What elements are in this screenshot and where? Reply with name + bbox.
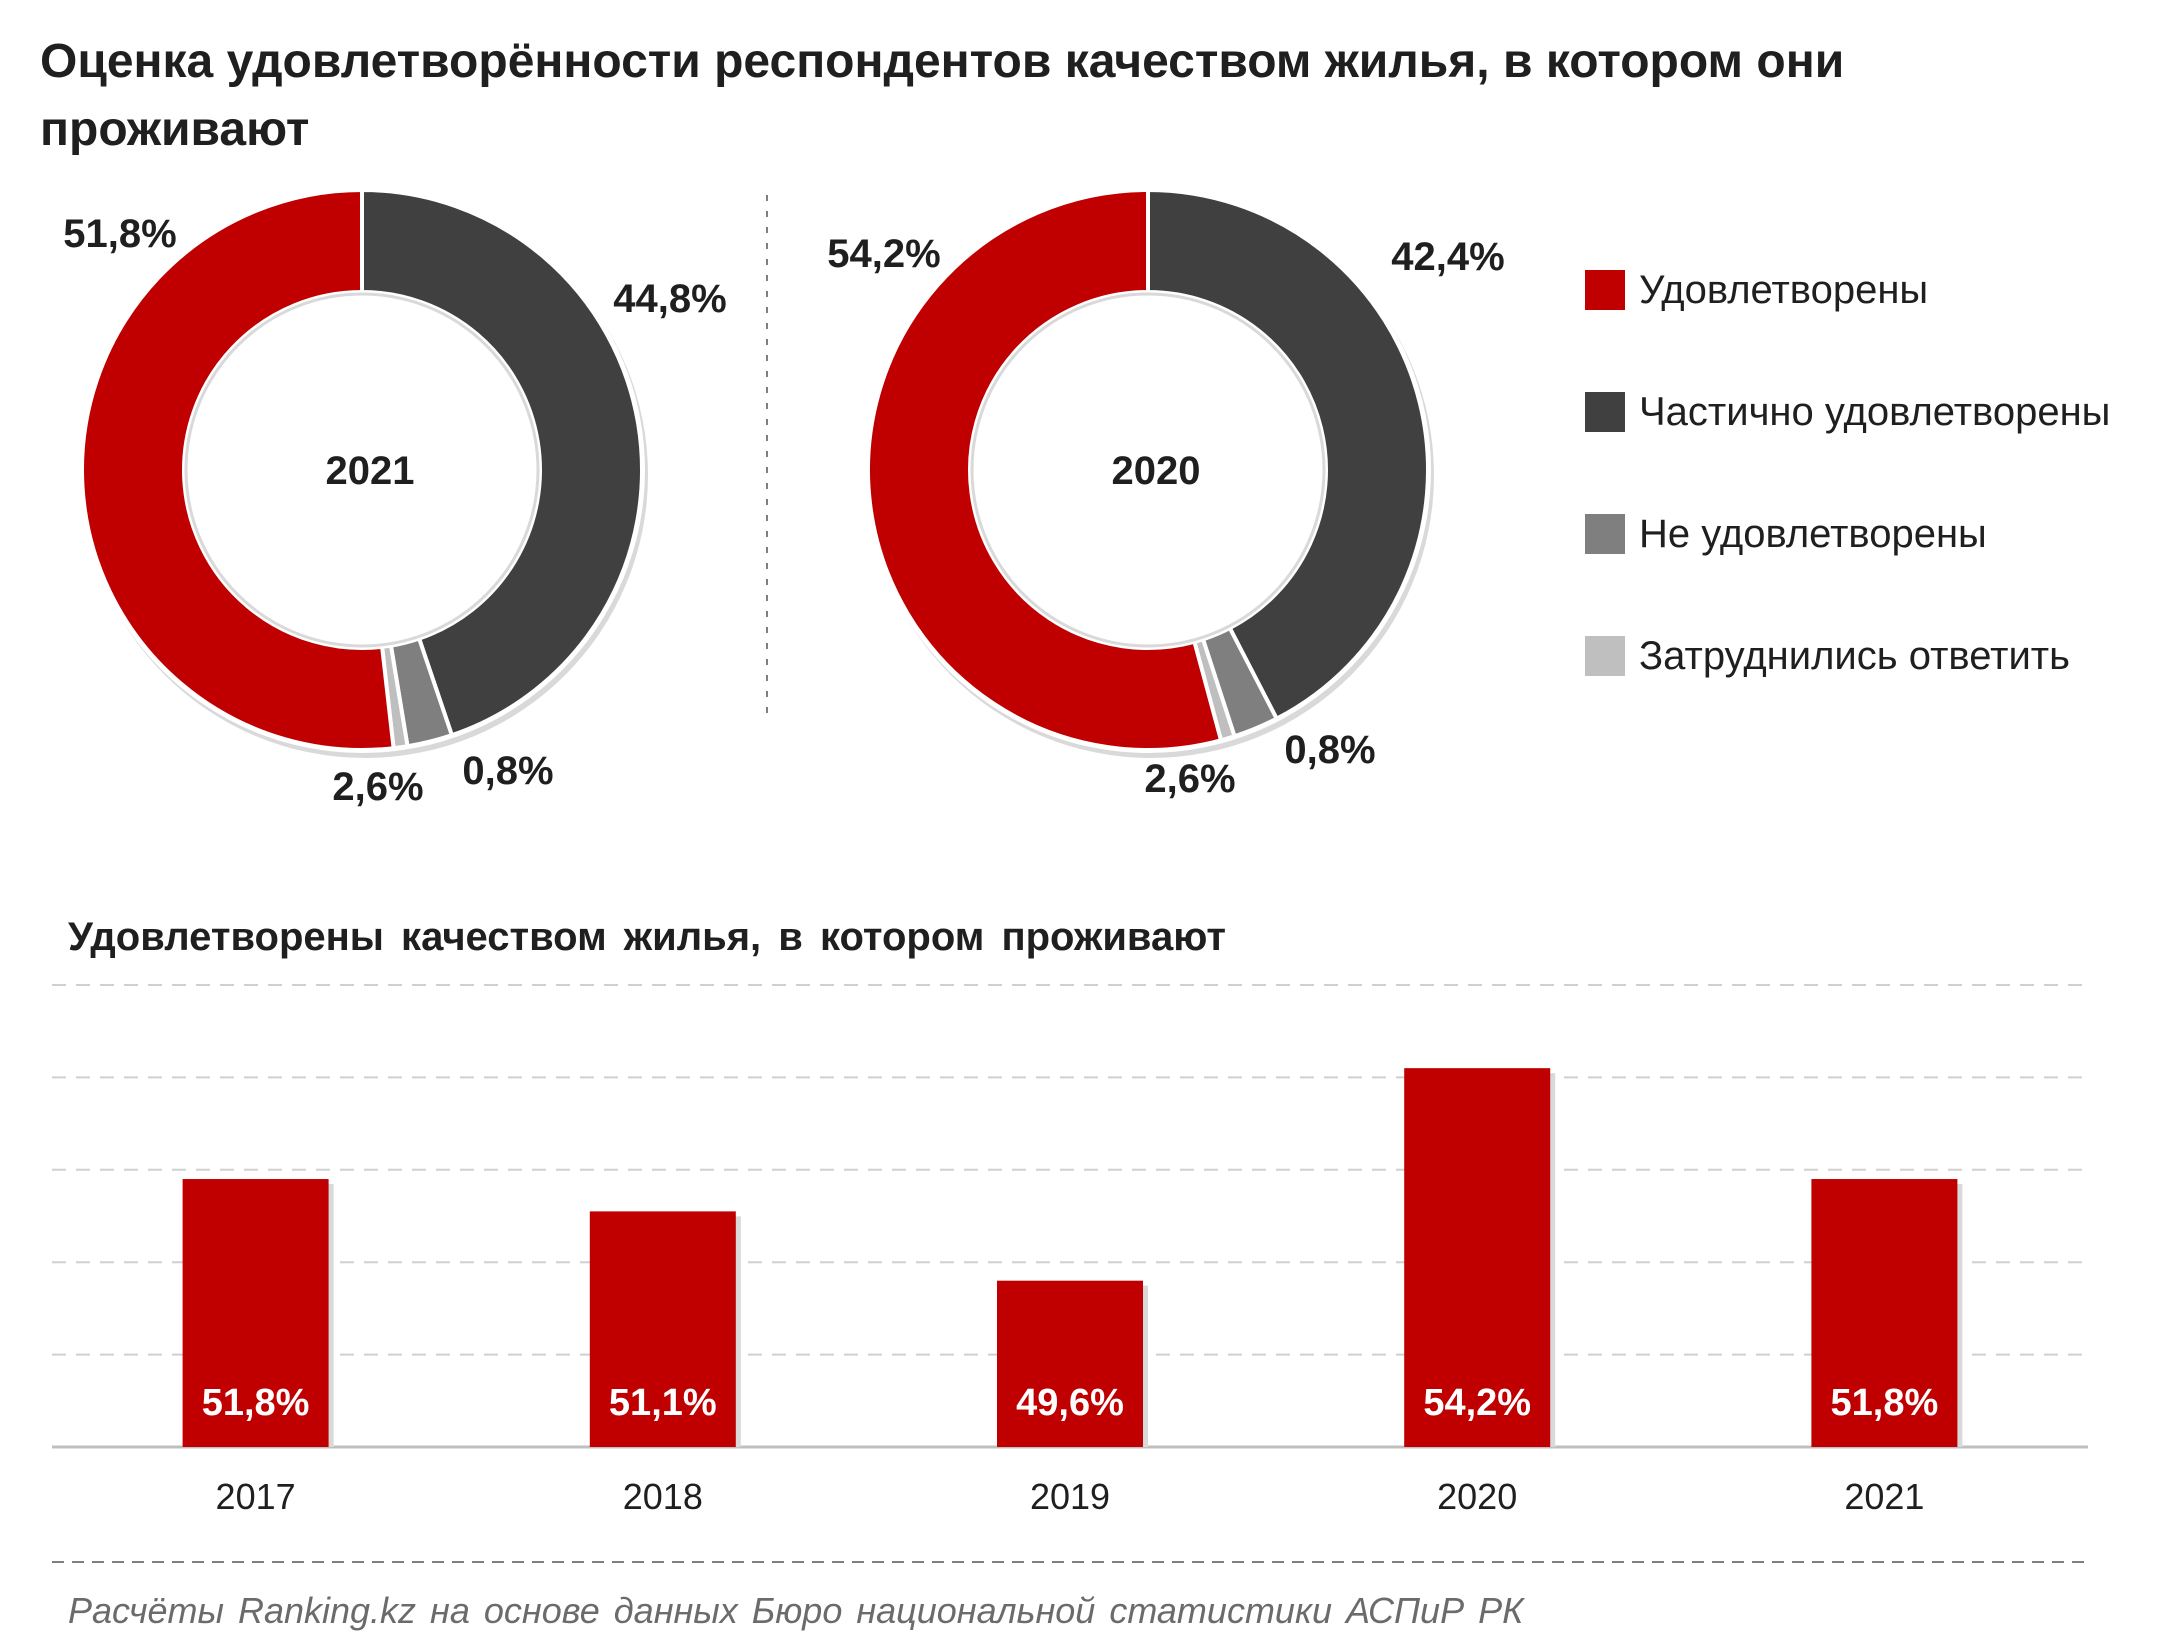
slice-partially-satisfied xyxy=(360,187,644,738)
donut-2021: 2021 51,8% 44,8% 2,6% 0,8% xyxy=(63,187,727,809)
legend-swatch xyxy=(1585,636,1625,676)
legend-swatch xyxy=(1585,392,1625,432)
donut-center-label: 2021 xyxy=(326,449,415,493)
x-tick-label: 2017 xyxy=(216,1476,296,1517)
legend-label: Не удовлетворены xyxy=(1639,512,1987,556)
bar-value-label: 51,1% xyxy=(609,1382,717,1424)
slice-label-not-satisfied: 2,6% xyxy=(1144,757,1235,801)
donut-charts: 2021 51,8% 44,8% 2,6% 0,8% 2020 54,2% 42,4% 2,6%… xyxy=(63,187,1505,809)
donut-hole xyxy=(970,292,1326,648)
bar-value-label: 54,2% xyxy=(1423,1382,1531,1424)
x-tick-label: 2020 xyxy=(1437,1476,1517,1517)
donut-2020: 2020 54,2% 42,4% 2,6% 0,8% xyxy=(827,187,1505,801)
slice-label-partially-satisfied: 42,4% xyxy=(1391,235,1504,279)
x-tick-label: 2019 xyxy=(1030,1476,1110,1517)
chart-title: Оценка удовлетворённости респондентов ка… xyxy=(40,35,1845,156)
legend-label: Удовлетворены xyxy=(1639,268,1929,312)
bar-2019 xyxy=(997,1280,1143,1447)
bar-chart-title: Удовлетворены качеством жилья, в котором… xyxy=(68,915,1226,959)
slice-satisfied xyxy=(866,187,1224,752)
slice-label-not-satisfied: 2,6% xyxy=(332,765,423,809)
bar-value-label: 51,8% xyxy=(1831,1382,1939,1424)
source-note: Расчёты Ranking.kz на основе данных Бюро… xyxy=(68,1590,1524,1631)
slice-label-hard-to-answer: 0,8% xyxy=(462,749,553,793)
slice-label-satisfied: 54,2% xyxy=(827,232,940,276)
bar-2021 xyxy=(1811,1179,1958,1447)
x-tick-label: 2018 xyxy=(623,1476,703,1517)
bar-2020 xyxy=(1404,1068,1551,1447)
bar-value-label: 51,8% xyxy=(202,1382,310,1424)
legend-swatch xyxy=(1585,514,1625,554)
bar-2018 xyxy=(589,1211,736,1447)
donut-center-label: 2020 xyxy=(1112,449,1201,493)
legend-label: Затруднились ответить xyxy=(1639,634,2070,678)
legend-swatch xyxy=(1585,270,1625,310)
slice-label-hard-to-answer: 0,8% xyxy=(1284,728,1375,772)
x-tick-label: 2021 xyxy=(1844,1476,1924,1517)
donut-hole xyxy=(184,292,540,648)
bar-value-label: 49,6% xyxy=(1016,1382,1124,1424)
slice-satisfied xyxy=(80,187,396,752)
slice-label-satisfied: 51,8% xyxy=(63,212,176,256)
slice-label-partially-satisfied: 44,8% xyxy=(613,277,726,321)
legend-label: Частично удовлетворены xyxy=(1639,390,2111,434)
slice-partially-satisfied xyxy=(1146,187,1430,722)
bar-2017 xyxy=(182,1179,329,1447)
